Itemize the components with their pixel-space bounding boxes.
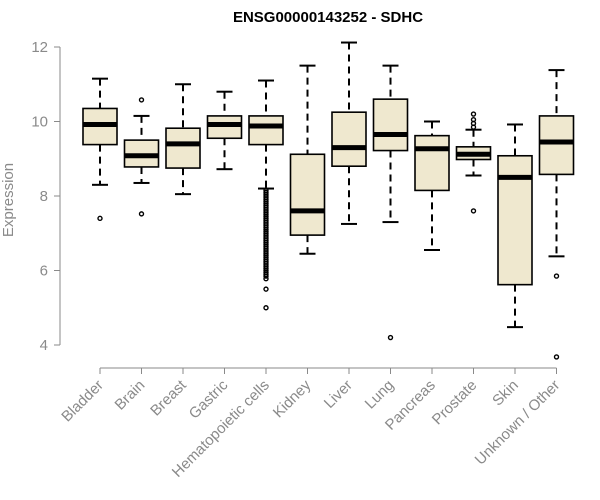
x-tick-label: Liver <box>321 377 356 412</box>
box-gastric <box>206 90 243 171</box>
outlier-point <box>263 286 269 292</box>
plot-area <box>82 41 575 360</box>
box-liver <box>331 41 367 225</box>
outlier-point <box>263 275 269 282</box>
x-tick-label: Lung <box>362 377 398 413</box>
x-tick-label: Bladder <box>58 377 107 426</box>
outlier-point <box>138 211 145 217</box>
outlier-point <box>138 97 145 103</box>
y-axis-label: Expression <box>0 163 17 237</box>
box-unknown-other <box>538 69 575 360</box>
box-bladder <box>82 77 118 222</box>
box-pancreas <box>414 120 450 252</box>
box-brain <box>123 97 160 217</box>
iqr-box <box>206 115 243 140</box>
y-tick-label: 12 <box>31 39 48 56</box>
outlier-point <box>263 305 269 311</box>
y-tick-label: 8 <box>40 188 48 205</box>
iqr-box <box>538 115 575 176</box>
outlier-point <box>387 334 394 341</box>
iqr-box <box>165 127 201 169</box>
box-kidney <box>289 64 326 255</box>
outlier-point <box>553 354 560 360</box>
box-prostate <box>455 111 492 214</box>
iqr-box <box>372 98 409 152</box>
x-tick-label: Skin <box>489 377 522 410</box>
y-axis: 4 6 8 10 12 <box>31 39 61 354</box>
outlier-point <box>470 111 477 117</box>
box-breast <box>165 83 201 196</box>
chart-title: ENSG00000143252 - SDHC <box>233 9 423 26</box>
x-tick-label: Breast <box>147 376 190 419</box>
outlier-point <box>97 215 103 222</box>
outlier-point <box>470 208 477 214</box>
outlier-point <box>263 273 269 279</box>
x-tick-label: Brain <box>112 377 149 414</box>
box-skin <box>497 123 533 329</box>
outlier-point <box>470 124 477 130</box>
y-tick-label: 10 <box>31 114 48 131</box>
iqr-box <box>331 111 367 168</box>
box-hematopoietic-cells <box>248 79 284 311</box>
box-lung <box>372 64 409 341</box>
x-tick-label: Prostate <box>429 377 481 429</box>
iqr-box <box>248 115 284 146</box>
iqr-box <box>414 134 450 192</box>
y-tick-label: 4 <box>40 337 48 354</box>
x-tick-label: Kidney <box>270 376 315 421</box>
y-tick-label: 6 <box>40 263 48 280</box>
outlier-point <box>553 273 560 279</box>
iqr-box <box>289 153 326 236</box>
